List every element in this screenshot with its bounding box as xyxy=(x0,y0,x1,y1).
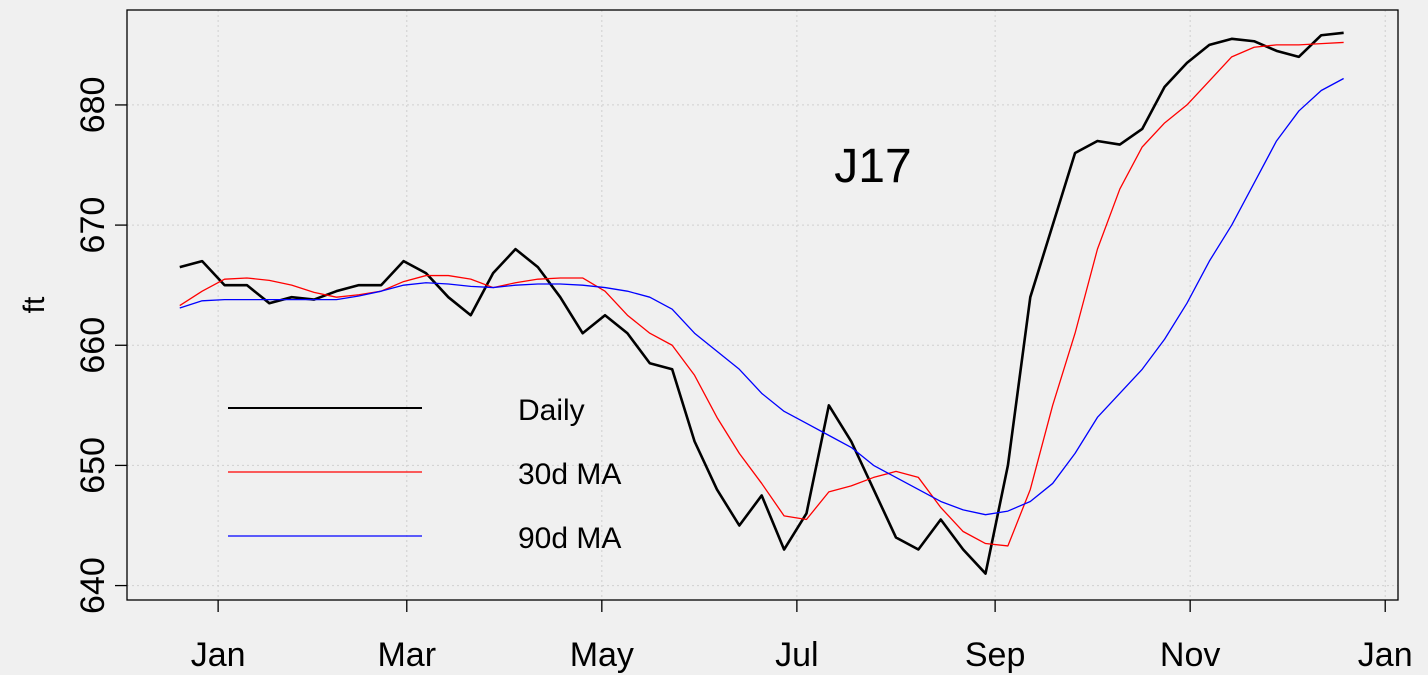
x-tick-label: Nov xyxy=(1160,636,1220,674)
x-tick-label: Mar xyxy=(377,636,436,674)
y-tick-label: 670 xyxy=(74,197,112,254)
chart-title: J17 xyxy=(834,140,911,193)
y-tick-label: 660 xyxy=(74,317,112,374)
x-tick-label: Jan xyxy=(191,636,246,674)
series-line xyxy=(179,31,1344,575)
legend-label: 90d MA xyxy=(518,522,621,555)
y-tick-label: 650 xyxy=(74,437,112,494)
x-tick-label: Sep xyxy=(965,636,1026,674)
x-tick-label: May xyxy=(570,636,634,674)
y-axis-label: ft xyxy=(18,296,51,313)
legend-label: Daily xyxy=(518,394,585,427)
y-tick-label: 680 xyxy=(74,77,112,134)
x-tick-label: Jan xyxy=(1358,636,1413,674)
plot-frame xyxy=(126,9,1399,601)
x-tick-label: Jul xyxy=(775,636,818,674)
legend-label: 30d MA xyxy=(518,458,621,491)
y-tick-label: 640 xyxy=(74,557,112,614)
series-line xyxy=(179,77,1344,516)
